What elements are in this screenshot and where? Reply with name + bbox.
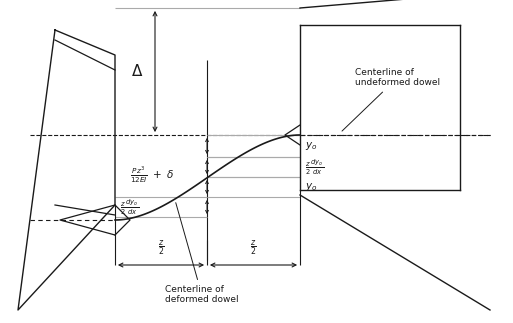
Text: $\frac{z}{2}$: $\frac{z}{2}$	[157, 238, 165, 257]
Text: $\frac{z}{2}$: $\frac{z}{2}$	[250, 238, 257, 257]
Text: $\frac{z}{2}\frac{dy_o}{dx}$: $\frac{z}{2}\frac{dy_o}{dx}$	[305, 157, 324, 177]
Text: Centerline of
deformed dowel: Centerline of deformed dowel	[165, 203, 239, 304]
Text: $\frac{P\,z^3}{12EI}$$\ +\ \delta$: $\frac{P\,z^3}{12EI}$$\ +\ \delta$	[130, 165, 174, 185]
Text: Centerline of
undeformed dowel: Centerline of undeformed dowel	[342, 68, 440, 131]
Text: $\frac{z}{2}\frac{dy_o}{dx}$: $\frac{z}{2}\frac{dy_o}{dx}$	[120, 197, 139, 217]
Text: $y_o$: $y_o$	[305, 181, 318, 193]
Text: $\Delta$: $\Delta$	[131, 64, 143, 79]
Text: $y_o$: $y_o$	[305, 140, 318, 152]
